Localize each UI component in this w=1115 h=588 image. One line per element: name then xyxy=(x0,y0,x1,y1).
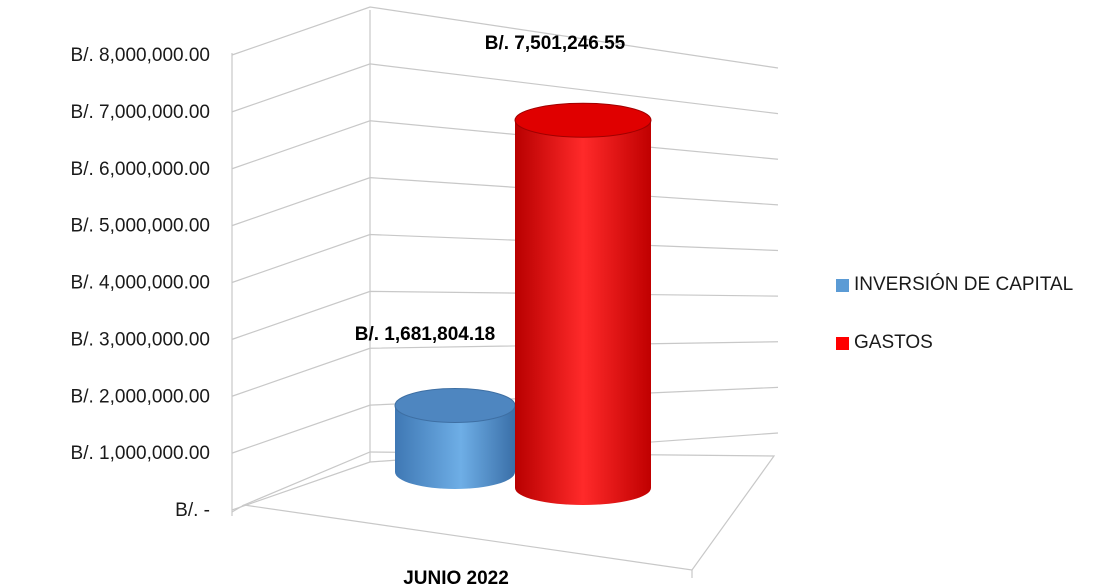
legend-label-gastos: GASTOS xyxy=(854,332,933,353)
gridline xyxy=(231,290,779,340)
grid xyxy=(231,6,779,578)
x-category-label: JUNIO 2022 xyxy=(403,568,509,588)
y-tick-label: B/. 1,000,000.00 xyxy=(71,443,210,464)
y-tick-label: B/. - xyxy=(175,500,210,521)
bar-gastos-value-label: B/. 7,501,246.55 xyxy=(485,33,626,54)
bar-inversion-top xyxy=(394,388,516,424)
y-tick-label: B/. 4,000,000.00 xyxy=(71,273,210,294)
bars xyxy=(394,102,652,505)
legend-swatch-gastos xyxy=(836,336,849,350)
y-tick-label: B/. 5,000,000.00 xyxy=(71,216,210,237)
legend-item-gastos[interactable]: GASTOS xyxy=(836,330,1073,356)
y-tick-label: B/. 6,000,000.00 xyxy=(71,159,210,180)
legend-swatch-inversion xyxy=(836,278,849,292)
y-tick-label: B/. 3,000,000.00 xyxy=(71,329,210,350)
gridline xyxy=(231,6,779,69)
legend: INVERSIÓN DE CAPITAL GASTOS xyxy=(836,272,1073,388)
bar-gastos xyxy=(514,102,652,505)
bar-inversion xyxy=(394,388,516,489)
gridline xyxy=(231,177,779,227)
bar-inversion-value-label: B/. 1,681,804.18 xyxy=(355,324,496,345)
gridline xyxy=(231,233,779,284)
legend-item-inversion[interactable]: INVERSIÓN DE CAPITAL xyxy=(836,272,1073,298)
bar-inversion-body xyxy=(395,405,515,489)
floor xyxy=(241,451,776,571)
y-tick-label: B/. 7,000,000.00 xyxy=(71,102,210,123)
bar-gastos-body xyxy=(515,120,651,505)
y-tick-label: B/. 8,000,000.00 xyxy=(71,45,210,66)
data-labels: B/. 1,681,804.18 B/. 7,501,246.55 xyxy=(355,33,626,345)
legend-label-inversion: INVERSIÓN DE CAPITAL xyxy=(854,274,1074,295)
floor-edge xyxy=(231,504,245,513)
gridline xyxy=(231,341,779,397)
gridline xyxy=(231,120,779,170)
bar-gastos-top xyxy=(514,102,652,138)
y-axis-ticks: B/. - B/. 1,000,000.00 B/. 2,000,000.00 B/.… xyxy=(71,45,210,521)
gridline xyxy=(231,63,779,115)
y-tick-label: B/. 2,000,000.00 xyxy=(71,386,210,407)
